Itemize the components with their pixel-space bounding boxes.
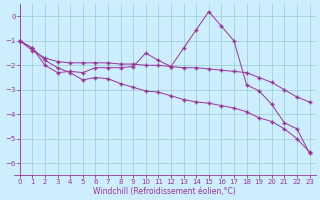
X-axis label: Windchill (Refroidissement éolien,°C): Windchill (Refroidissement éolien,°C) xyxy=(93,187,236,196)
